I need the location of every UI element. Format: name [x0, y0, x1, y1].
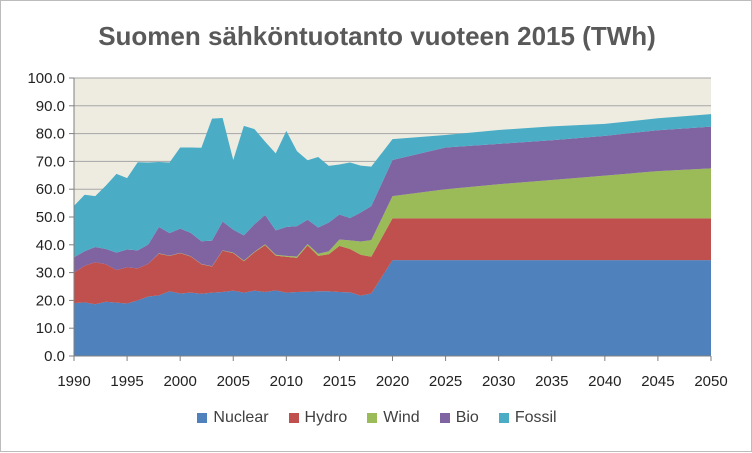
x-tick-label: 2015 — [323, 373, 356, 390]
y-tick-label: 70.0 — [36, 153, 65, 170]
area-nuclear — [74, 260, 711, 356]
legend-label: Nuclear — [213, 409, 269, 426]
legend-item-bio: Bio — [439, 409, 479, 427]
legend-label: Bio — [455, 409, 479, 426]
x-tick-label: 2035 — [535, 373, 568, 390]
y-tick-label: 0.0 — [44, 348, 65, 365]
legend-item-wind: Wind — [367, 409, 420, 427]
y-tick-label: 90.0 — [36, 98, 65, 115]
chart-title: Suomen sähköntuotanto vuoteen 2015 (TWh) — [98, 21, 656, 51]
x-tick-label: 1995 — [110, 373, 143, 390]
area-wind — [74, 168, 711, 273]
legend-label: Hydro — [304, 409, 348, 426]
chart-legend: Nuclear Hydro Wind Bio Fossil — [1, 409, 752, 427]
x-tick-label: 2010 — [270, 373, 303, 390]
x-tick-label: 2045 — [641, 373, 674, 390]
x-tick-label: 2025 — [429, 373, 462, 390]
legend-swatch — [439, 413, 450, 423]
legend-swatch — [197, 413, 208, 423]
legend-item-fossil: Fossil — [498, 409, 557, 427]
x-tick-label: 1990 — [57, 373, 90, 390]
area-hydro — [74, 218, 711, 305]
legend-swatch — [498, 413, 509, 423]
y-tick-label: 20.0 — [36, 292, 65, 309]
area-fossil — [74, 114, 711, 258]
y-tick-label: 100.0 — [27, 70, 65, 87]
x-tick-label: 2030 — [482, 373, 515, 390]
y-tick-label: 40.0 — [36, 237, 65, 254]
y-tick-label: 10.0 — [36, 320, 65, 337]
y-tick-label: 50.0 — [36, 209, 65, 226]
area-bio — [74, 126, 711, 273]
legend-item-hydro: Hydro — [288, 409, 348, 427]
x-tick-label: 2000 — [163, 373, 196, 390]
legend-label: Wind — [383, 409, 420, 426]
x-tick-label: 2040 — [588, 373, 621, 390]
x-tick-label: 2020 — [376, 373, 409, 390]
legend-swatch — [367, 413, 378, 423]
x-tick-label: 2050 — [694, 373, 727, 390]
y-tick-label: 80.0 — [36, 126, 65, 143]
y-tick-label: 60.0 — [36, 181, 65, 198]
x-tick-label: 2005 — [217, 373, 250, 390]
y-tick-label: 30.0 — [36, 265, 65, 282]
legend-label: Fossil — [514, 409, 557, 426]
legend-swatch — [288, 413, 299, 423]
legend-item-nuclear: Nuclear — [197, 409, 269, 427]
